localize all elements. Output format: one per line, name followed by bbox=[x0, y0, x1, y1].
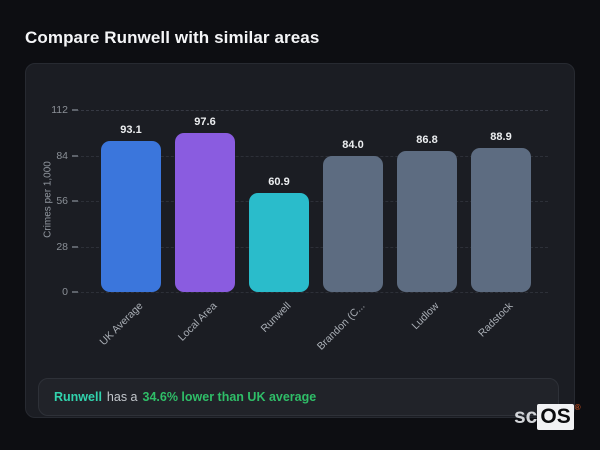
x-tick-label-brandon-c: Brandon (C... bbox=[314, 300, 368, 353]
logo-prefix: sc bbox=[514, 405, 538, 428]
bar-local-area[interactable] bbox=[175, 133, 235, 292]
y-tick-label-0: 0 bbox=[62, 286, 68, 298]
gridline-y-56 bbox=[76, 201, 548, 202]
y-tick-label-28: 28 bbox=[56, 240, 68, 253]
bar-value-label: 84.0 bbox=[342, 138, 364, 151]
gridline-y-0 bbox=[76, 292, 548, 293]
y-tick-mark bbox=[72, 154, 78, 157]
bar-value-label: 86.8 bbox=[416, 133, 438, 146]
summary-note: Runwell has a 34.6% lower than UK averag… bbox=[38, 378, 559, 416]
bar-uk-average[interactable] bbox=[101, 140, 161, 292]
y-tick-label-56: 56 bbox=[56, 195, 68, 207]
x-tick-label-local-area: Local Area bbox=[175, 300, 220, 344]
gridline-y-112 bbox=[76, 110, 548, 111]
x-tick-label-uk-average: UK Average bbox=[97, 300, 146, 348]
x-tick-label-runwell: Runwell bbox=[258, 300, 294, 335]
y-tick-label-84: 84 bbox=[56, 149, 68, 162]
note-connector-text: has a bbox=[106, 390, 138, 404]
registered-mark-icon: ® bbox=[574, 403, 581, 412]
x-tick-label-ludlow: Ludlow bbox=[409, 300, 442, 333]
chart-card: Crimes per 1,000 93.1 97.6 60.9 84.0 86.8 88.… bbox=[25, 63, 575, 418]
bar-value-label: 97.6 bbox=[194, 116, 216, 129]
page-title: Compare Runwell with similar areas bbox=[25, 28, 320, 47]
bar-value-label: 60.9 bbox=[268, 176, 290, 189]
y-tick-mark bbox=[72, 245, 78, 248]
y-tick-mark bbox=[72, 291, 78, 293]
bar-value-label: 93.1 bbox=[120, 123, 142, 136]
note-area-name: Runwell bbox=[54, 390, 102, 404]
y-tick-mark bbox=[72, 109, 78, 111]
logo-box: OS bbox=[537, 404, 574, 430]
bar-brandon-c[interactable] bbox=[323, 155, 383, 292]
bar-ludlow[interactable] bbox=[397, 150, 457, 292]
scos-logo: sc OS ® bbox=[514, 404, 581, 430]
gridline-y-28 bbox=[76, 246, 548, 248]
gridline-y-84 bbox=[76, 155, 548, 157]
bar-chart-plot: 93.1 97.6 60.9 84.0 86.8 88.9 bbox=[76, 110, 548, 293]
bar-radstock[interactable] bbox=[471, 147, 531, 292]
note-highlight-text: 34.6% lower than UK average bbox=[142, 390, 317, 404]
y-tick-mark bbox=[72, 200, 78, 202]
x-tick-label-radstock: Radstock bbox=[476, 300, 516, 340]
y-tick-label-112: 112 bbox=[51, 104, 68, 116]
bar-runwell[interactable] bbox=[249, 193, 309, 292]
bar-value-label: 88.9 bbox=[490, 130, 512, 143]
